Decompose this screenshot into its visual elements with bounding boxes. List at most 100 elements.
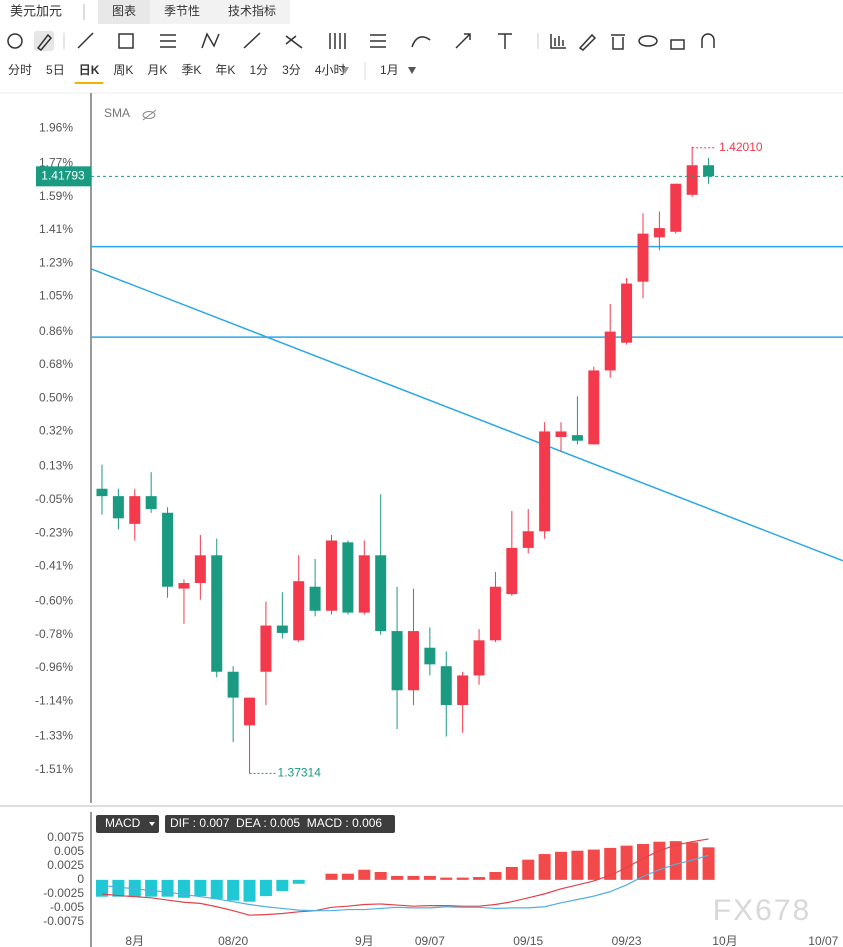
period[interactable]: 4小时 — [315, 63, 346, 77]
tab-bg[interactable] — [150, 0, 214, 24]
period[interactable]: 年K — [215, 63, 235, 77]
y-tick-label: -0.05% — [35, 492, 73, 506]
macd-line — [101, 854, 709, 912]
candle-body — [293, 581, 305, 641]
candle-body — [342, 542, 354, 613]
tab[interactable]: 季节性 — [164, 4, 200, 18]
macd-bar — [653, 841, 666, 880]
candle-body — [112, 496, 124, 519]
macd-bar — [194, 879, 207, 897]
macd-bar — [489, 872, 502, 880]
y-tick-label: 1.05% — [39, 289, 73, 303]
tool-icon[interactable] — [550, 34, 566, 49]
tab-bg[interactable] — [214, 0, 290, 24]
candle-body — [653, 228, 665, 238]
y-tick-label: 1.77% — [39, 156, 73, 170]
period[interactable]: 周K — [113, 63, 133, 77]
tool-icon[interactable] — [77, 32, 94, 49]
candle-body — [604, 331, 616, 371]
tab[interactable]: 技术指标 — [228, 3, 276, 18]
dropdown-arrow[interactable] — [149, 822, 155, 826]
dropdown-arrow[interactable] — [408, 67, 416, 74]
candle-body — [162, 512, 174, 587]
eye[interactable] — [142, 111, 156, 119]
period[interactable]: 3分 — [282, 63, 301, 77]
candle-body — [145, 496, 157, 510]
macd-bar — [456, 877, 469, 880]
period[interactable]: 1分 — [249, 63, 268, 77]
y-tick-label: -0.0025 — [43, 886, 84, 900]
macd-bar — [571, 850, 584, 880]
tool-icon[interactable] — [611, 34, 625, 50]
macd-bar — [210, 879, 223, 899]
macd-bar — [243, 879, 256, 902]
y-tick-label: -0.96% — [35, 660, 73, 674]
tool-icon[interactable] — [455, 33, 471, 49]
y-tick-label: 1.41% — [39, 222, 73, 236]
candle-body — [391, 631, 403, 691]
tool-icon[interactable] — [701, 33, 715, 48]
trend-line — [90, 268, 843, 562]
macd-bar — [407, 875, 420, 880]
period[interactable]: 月K — [147, 63, 167, 77]
period[interactable]: 分时 — [8, 63, 32, 77]
y-tick-label: -1.33% — [35, 729, 73, 743]
low-label: 1.37314 — [278, 766, 322, 780]
candle-body — [244, 697, 256, 726]
candle-body — [506, 547, 518, 595]
tool-icon[interactable] — [411, 36, 431, 48]
candle-body — [555, 431, 567, 437]
y-tick-label: -0.41% — [35, 559, 73, 573]
indicator-name[interactable]: MACD — [105, 816, 141, 830]
macd-line — [101, 838, 709, 916]
tool-icon[interactable] — [201, 32, 220, 49]
tool-icon[interactable] — [285, 35, 303, 49]
candle-body — [178, 583, 190, 589]
period[interactable]: 日K — [79, 63, 100, 77]
range-selector[interactable]: 1月 — [380, 63, 399, 77]
candle-body — [539, 431, 551, 532]
tool-icon[interactable] — [638, 35, 658, 47]
macd-bar — [145, 879, 158, 897]
visibility-icon[interactable] — [142, 109, 157, 121]
candle-body — [326, 540, 338, 611]
candle-body — [703, 165, 715, 177]
eye-slash[interactable] — [142, 109, 157, 121]
macd-bar — [227, 879, 240, 901]
candle-body — [194, 555, 206, 584]
y-tick-label: 0.005 — [54, 844, 84, 858]
period[interactable]: 5日 — [46, 63, 65, 77]
tool-icon[interactable] — [498, 33, 512, 49]
tab[interactable]: 图表 — [112, 4, 136, 18]
period[interactable]: 季K — [181, 63, 201, 77]
tool-icon[interactable] — [160, 34, 176, 48]
toolbar — [7, 31, 715, 51]
tool-icon[interactable] — [578, 33, 597, 51]
candle-body — [473, 640, 485, 676]
macd-bar — [686, 842, 699, 880]
y-tick-label: 0.86% — [39, 324, 73, 338]
macd-bar — [555, 851, 568, 880]
macd-bar — [374, 872, 387, 880]
x-tick-label: 10/07 — [808, 934, 838, 947]
tab-bg[interactable] — [98, 0, 150, 24]
macd-bar — [292, 879, 305, 884]
tool-icon[interactable] — [329, 33, 346, 49]
macd-bar — [702, 847, 715, 880]
tool-icon[interactable] — [118, 33, 134, 49]
tool-icon[interactable] — [36, 33, 53, 51]
macd-bar — [440, 877, 453, 880]
tool-icon[interactable] — [7, 33, 23, 49]
tool-icon[interactable] — [670, 39, 685, 50]
candle-body — [227, 671, 239, 698]
watermark: FX678 — [713, 894, 811, 927]
indicator-select[interactable] — [96, 815, 159, 833]
tool-icon[interactable] — [243, 32, 261, 49]
tool-icon[interactable] — [370, 34, 386, 48]
dropdown-arrow[interactable] — [341, 67, 349, 74]
macd-bar — [112, 879, 125, 897]
y-tick-label: -0.60% — [35, 594, 73, 608]
y-tick-label: -0.0075 — [43, 914, 84, 928]
macd-bar — [538, 854, 551, 880]
y-tick-label: 0.68% — [39, 357, 73, 371]
